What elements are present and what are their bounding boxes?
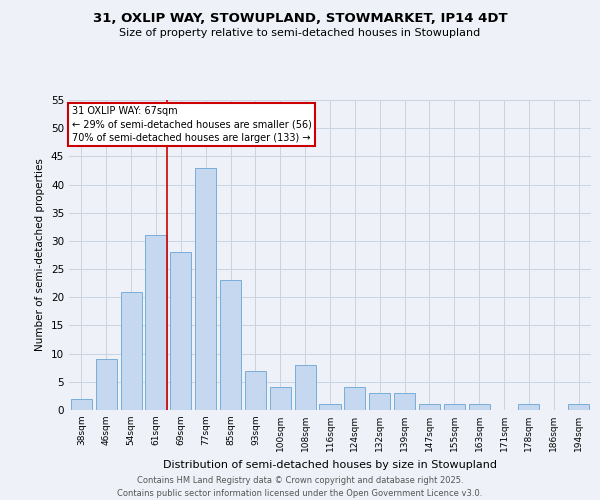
Bar [518,404,539,410]
Bar [145,236,167,410]
Bar [71,398,92,410]
Bar [270,388,291,410]
Bar [469,404,490,410]
Bar [369,393,390,410]
X-axis label: Distribution of semi-detached houses by size in Stowupland: Distribution of semi-detached houses by … [163,460,497,469]
Y-axis label: Number of semi-detached properties: Number of semi-detached properties [35,158,46,352]
Bar [319,404,341,410]
Bar [394,393,415,410]
Bar [170,252,191,410]
Bar [96,360,117,410]
Bar [419,404,440,410]
Text: 31 OXLIP WAY: 67sqm
← 29% of semi-detached houses are smaller (56)
70% of semi-d: 31 OXLIP WAY: 67sqm ← 29% of semi-detach… [71,106,311,142]
Text: Contains HM Land Registry data © Crown copyright and database right 2025.
Contai: Contains HM Land Registry data © Crown c… [118,476,482,498]
Bar [444,404,465,410]
Bar [344,388,365,410]
Bar [568,404,589,410]
Bar [220,280,241,410]
Bar [295,365,316,410]
Text: Size of property relative to semi-detached houses in Stowupland: Size of property relative to semi-detach… [119,28,481,38]
Text: 31, OXLIP WAY, STOWUPLAND, STOWMARKET, IP14 4DT: 31, OXLIP WAY, STOWUPLAND, STOWMARKET, I… [92,12,508,26]
Bar [195,168,216,410]
Bar [121,292,142,410]
Bar [245,370,266,410]
